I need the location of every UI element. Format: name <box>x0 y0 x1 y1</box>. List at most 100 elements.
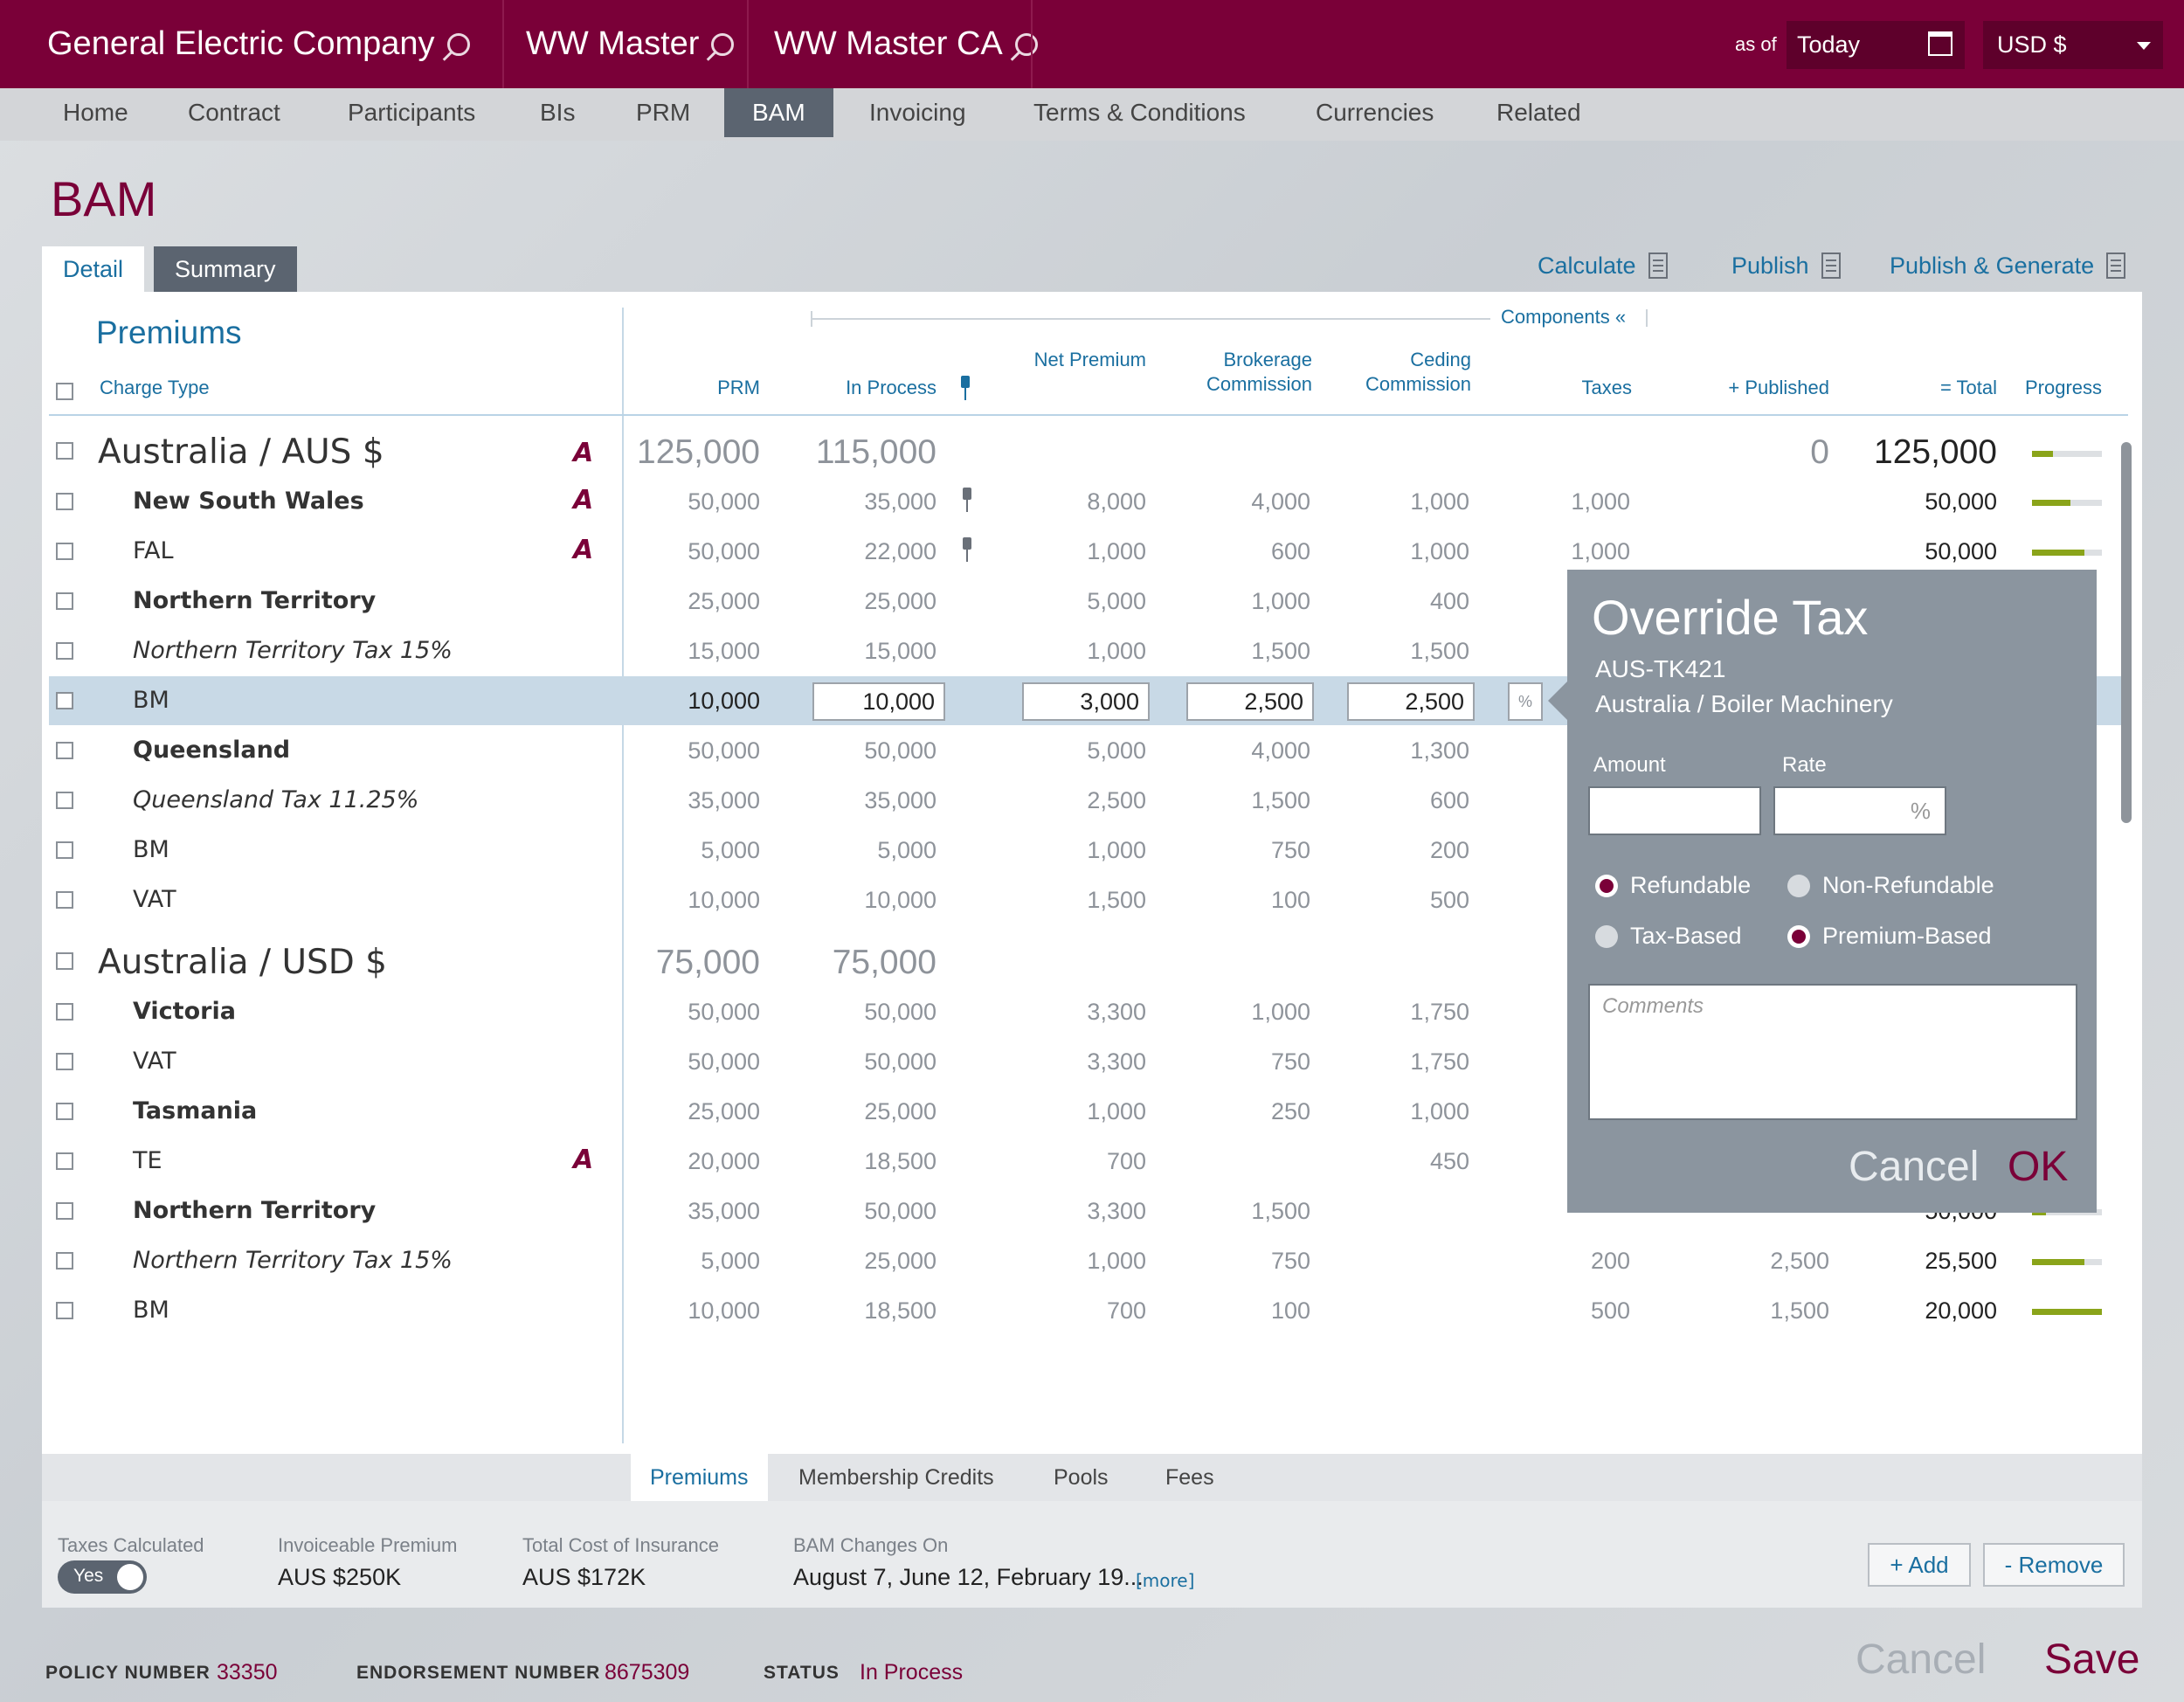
row-checkbox[interactable] <box>56 1252 73 1270</box>
col-taxes[interactable]: Taxes <box>1581 377 1632 398</box>
row-checkbox[interactable] <box>56 1053 73 1070</box>
col-published[interactable]: + Published <box>1728 377 1829 398</box>
search-icon[interactable] <box>711 32 735 56</box>
col-brokerage-commission[interactable]: Brokerage Commission <box>1206 349 1312 395</box>
amount-field[interactable] <box>1588 786 1761 835</box>
row-checkbox[interactable] <box>56 792 73 809</box>
row-checkbox[interactable] <box>56 1103 73 1120</box>
tab-premiums[interactable]: Premiums <box>631 1454 768 1501</box>
col-prm[interactable]: PRM <box>717 377 760 398</box>
table-group-row[interactable]: Australia / USD $ 75,000 75,000 <box>49 935 2128 991</box>
table-row[interactable]: Northern Territory Tax 15% 5,000 25,000 1,0… <box>49 1236 2128 1285</box>
radio-non-refundable[interactable]: Non-Refundable <box>1787 872 1994 899</box>
editable-cell-in-process[interactable]: 10,000 <box>812 682 945 721</box>
row-checkbox[interactable] <box>56 543 73 560</box>
pin-icon[interactable] <box>959 376 971 402</box>
nav-contract[interactable]: Contract <box>188 99 280 126</box>
percent-icon[interactable]: % <box>1508 682 1543 721</box>
nav-prm[interactable]: PRM <box>636 99 691 126</box>
nav-bis[interactable]: BIs <box>540 99 576 126</box>
comments-field[interactable]: Comments <box>1588 984 2077 1120</box>
table-row[interactable]: BM 5,000 5,000 1,000 750 200 <box>49 826 2128 875</box>
components-toggle[interactable]: Components « <box>1501 306 1627 328</box>
pin-icon[interactable] <box>961 488 973 514</box>
table-group-row[interactable]: Australia / AUS $ A 125,000 115,000 0 125,000 <box>49 425 2128 481</box>
table-row[interactable]: Tasmania 25,000 25,000 1,000 250 1,000 <box>49 1087 2128 1136</box>
row-checkbox[interactable] <box>56 742 73 759</box>
col-in-process[interactable]: In Process <box>846 377 936 398</box>
row-checkbox[interactable] <box>56 891 73 909</box>
row-checkbox[interactable] <box>56 692 73 709</box>
table-row[interactable]: VAT 10,000 10,000 1,500 100 500 <box>49 875 2128 924</box>
scrollbar[interactable] <box>2121 442 2132 823</box>
table-row[interactable]: Victoria 50,000 50,000 3,300 1,000 1,750 <box>49 987 2128 1036</box>
table-row[interactable]: Queensland 50,000 50,000 5,000 4,000 1,300 <box>49 726 2128 775</box>
override-icon[interactable]: A <box>573 1145 594 1175</box>
col-total[interactable]: = Total <box>1939 377 1997 398</box>
calendar-icon[interactable] <box>1928 31 1952 56</box>
radio-tax-based[interactable]: Tax-Based <box>1595 923 1742 950</box>
breadcrumb-master[interactable]: WW Master <box>526 0 735 88</box>
search-icon[interactable] <box>1014 32 1038 56</box>
cancel-button[interactable]: Cancel <box>1856 1636 1987 1683</box>
override-icon[interactable]: A <box>573 485 594 515</box>
table-row[interactable]: Northern Territory Tax 15% 15,000 15,000 1,… <box>49 626 2128 675</box>
nav-terms-conditions[interactable]: Terms & Conditions <box>1033 99 1246 126</box>
tab-membership-credits[interactable]: Membership Credits <box>798 1465 994 1490</box>
radio-premium-based[interactable]: Premium-Based <box>1787 923 1992 950</box>
row-checkbox[interactable] <box>56 1003 73 1021</box>
col-ceding-commission[interactable]: Ceding Commission <box>1365 349 1471 395</box>
editable-cell-ced[interactable]: 2,500 <box>1347 682 1475 721</box>
table-row[interactable]: TE A 20,000 18,500 700 450 <box>49 1137 2128 1186</box>
table-row[interactable]: Queensland Tax 11.25% 35,000 35,000 2,500 1,… <box>49 776 2128 825</box>
row-checkbox[interactable] <box>56 952 73 970</box>
more-link[interactable]: [more] <box>1136 1570 1195 1591</box>
table-row[interactable]: New South Wales A 50,000 35,000 8,000 4,000 1,… <box>49 477 2128 526</box>
row-checkbox[interactable] <box>56 592 73 610</box>
row-checkbox[interactable] <box>56 1152 73 1170</box>
row-checkbox[interactable] <box>56 841 73 859</box>
search-icon[interactable] <box>446 32 470 56</box>
tab-detail[interactable]: Detail <box>42 246 145 292</box>
row-checkbox[interactable] <box>56 442 73 460</box>
row-checkbox[interactable] <box>56 1302 73 1319</box>
table-row[interactable]: BM 10,000 18,500 700 100 500 1,500 20,000 <box>49 1286 2128 1335</box>
row-checkbox[interactable] <box>56 642 73 660</box>
breadcrumb-master-ca[interactable]: WW Master CA <box>774 0 1038 88</box>
nav-currencies[interactable]: Currencies <box>1316 99 1434 126</box>
override-icon[interactable]: A <box>573 535 594 565</box>
col-charge-type[interactable]: Charge Type <box>100 377 210 398</box>
publish-button[interactable]: Publish <box>1731 248 1841 283</box>
nav-participants[interactable]: Participants <box>348 99 476 126</box>
radio-refundable[interactable]: Refundable <box>1595 872 1751 899</box>
editable-cell-net[interactable]: 3,000 <box>1022 682 1150 721</box>
as-of-date-picker[interactable]: Today <box>1787 21 1965 69</box>
publish-generate-button[interactable]: Publish & Generate <box>1890 248 2126 283</box>
popover-ok-button[interactable]: OK <box>2008 1144 2069 1190</box>
nav-bam[interactable]: BAM <box>724 88 833 137</box>
save-button[interactable]: Save <box>2044 1636 2140 1683</box>
currency-select[interactable]: USD $ <box>1983 21 2163 69</box>
popover-cancel-button[interactable]: Cancel <box>1849 1144 1980 1190</box>
nav-invoicing[interactable]: Invoicing <box>869 99 966 126</box>
pin-icon[interactable] <box>961 537 973 564</box>
add-button[interactable]: + Add <box>1868 1543 1971 1587</box>
row-checkbox[interactable] <box>56 1202 73 1220</box>
row-checkbox[interactable] <box>56 493 73 510</box>
nav-related[interactable]: Related <box>1496 99 1581 126</box>
table-row[interactable]: Northern Territory 25,000 25,000 5,000 1,000… <box>49 577 2128 626</box>
taxes-calculated-toggle[interactable]: Yes <box>58 1560 147 1594</box>
tab-summary[interactable]: Summary <box>154 246 297 292</box>
override-icon[interactable]: A <box>573 438 594 468</box>
col-net-premium[interactable]: Net Premium <box>1033 349 1146 370</box>
tab-fees[interactable]: Fees <box>1165 1465 1214 1490</box>
table-row[interactable]: VAT 50,000 50,000 3,300 750 1,750 <box>49 1037 2128 1086</box>
nav-home[interactable]: Home <box>63 99 128 126</box>
col-progress[interactable]: Progress <box>2024 377 2103 398</box>
select-all-checkbox[interactable] <box>56 383 73 400</box>
breadcrumb-company[interactable]: General Electric Company <box>47 0 470 88</box>
calculate-button[interactable]: Calculate <box>1538 248 1668 283</box>
table-row[interactable]: FAL A 50,000 22,000 1,000 600 1,000 1,000 50,000 <box>49 527 2128 576</box>
editable-cell-brok[interactable]: 2,500 <box>1186 682 1314 721</box>
remove-button[interactable]: - Remove <box>1983 1543 2125 1587</box>
